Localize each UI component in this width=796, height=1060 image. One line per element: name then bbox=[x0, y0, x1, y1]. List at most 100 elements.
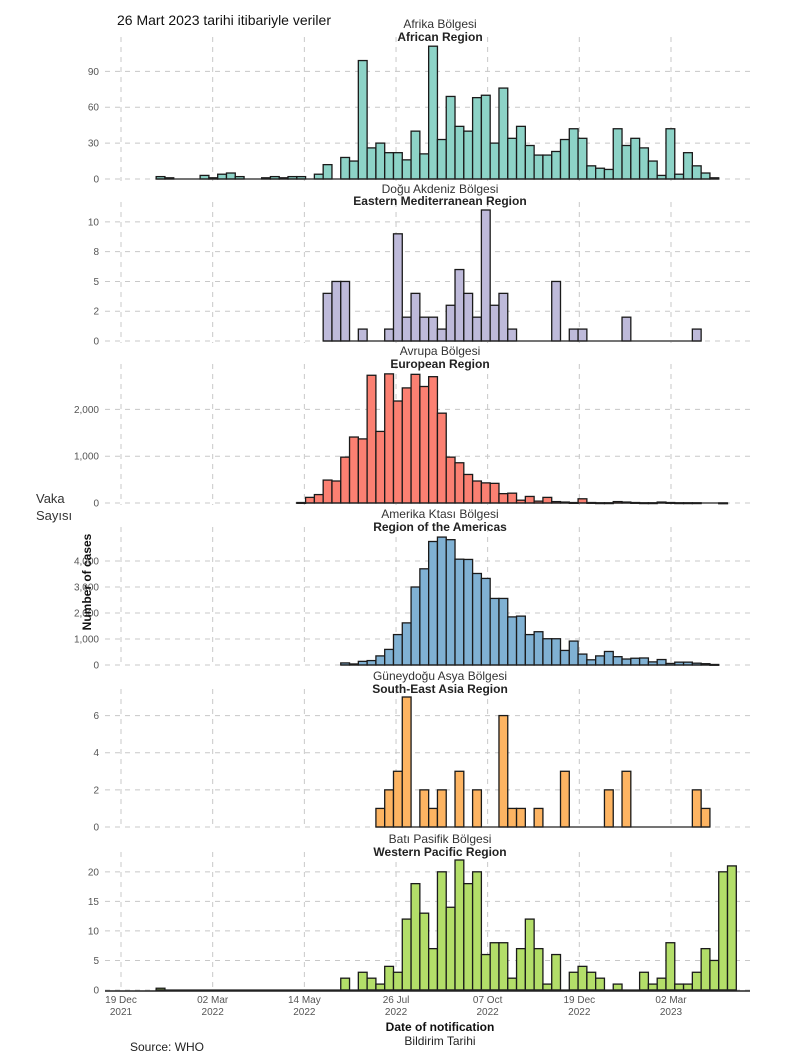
histogram-bar bbox=[551, 280, 562, 342]
histogram-bar bbox=[225, 172, 236, 180]
y-tick-label: 0 bbox=[93, 661, 99, 672]
histogram-bar bbox=[366, 659, 377, 666]
facet-title-turkish: Afrika Bölgesi bbox=[403, 17, 476, 31]
histogram-bar bbox=[454, 859, 465, 991]
y-tick-label: 2,000 bbox=[74, 405, 99, 416]
y-tick-label: 90 bbox=[88, 67, 100, 78]
x-tick-label-year: 2022 bbox=[568, 1007, 591, 1018]
histogram-bar bbox=[542, 983, 553, 991]
histogram-bar bbox=[322, 163, 333, 180]
histogram-bar bbox=[577, 137, 588, 180]
histogram-bar bbox=[366, 147, 377, 180]
histogram-bar bbox=[304, 496, 316, 504]
histogram-bar bbox=[489, 942, 500, 991]
histogram-bar bbox=[401, 159, 412, 180]
histogram-bar bbox=[410, 373, 421, 504]
histogram-bar bbox=[348, 160, 359, 180]
histogram-bar bbox=[401, 696, 412, 828]
histogram-bar bbox=[498, 597, 509, 666]
histogram-bar bbox=[392, 400, 403, 504]
y-tick-label: 4,000 bbox=[74, 557, 99, 568]
histogram-bar bbox=[507, 807, 518, 828]
y-tick-label: 4 bbox=[93, 748, 99, 759]
histogram-bar bbox=[568, 640, 579, 666]
facet-title-turkish: Amerika Ktası Bölgesi bbox=[381, 507, 498, 521]
histogram-bar bbox=[445, 539, 456, 666]
x-tick-label: 19 Dec bbox=[105, 995, 137, 1006]
histogram-bar bbox=[463, 473, 474, 504]
histogram-bar bbox=[392, 233, 403, 342]
histogram-bar bbox=[392, 152, 403, 180]
histogram-bar bbox=[384, 152, 395, 180]
histogram-bar bbox=[331, 480, 342, 504]
histogram-bar bbox=[533, 807, 544, 828]
histogram-bar bbox=[471, 316, 483, 342]
histogram-bar bbox=[436, 412, 447, 504]
x-tick-label: 07 Oct bbox=[473, 995, 503, 1006]
histogram-bar bbox=[542, 638, 553, 666]
y-tick-label: 8 bbox=[93, 247, 99, 258]
y-tick-label: 10 bbox=[88, 926, 100, 937]
histogram-bar bbox=[445, 906, 456, 991]
histogram-bar bbox=[419, 912, 430, 991]
histogram-bar bbox=[603, 168, 614, 180]
histogram-bar bbox=[515, 615, 526, 666]
histogram-bar bbox=[375, 430, 386, 504]
histogram-bar bbox=[691, 789, 702, 828]
y-tick-label: 2 bbox=[93, 785, 99, 796]
histogram-bar bbox=[392, 633, 403, 666]
histogram-bar bbox=[436, 789, 447, 828]
histogram-bar bbox=[621, 144, 632, 180]
facet-title-english: South-East Asia Region bbox=[372, 682, 508, 696]
histogram-bar bbox=[586, 659, 597, 666]
histogram-bar bbox=[419, 385, 430, 504]
x-axis-title: Date of notification bbox=[386, 1020, 495, 1034]
histogram-bar bbox=[410, 130, 421, 180]
y-tick-label: 2,000 bbox=[74, 609, 99, 620]
histogram-bar bbox=[436, 536, 447, 666]
histogram-bar bbox=[630, 137, 641, 180]
histogram-bar bbox=[322, 479, 333, 504]
histogram-bar bbox=[524, 633, 535, 666]
histogram-bar bbox=[471, 789, 483, 828]
histogram-bar bbox=[427, 807, 439, 828]
facet-title-english: Eastern Mediterranean Region bbox=[353, 194, 526, 208]
histogram-bar bbox=[551, 953, 562, 991]
facet-title-turkish: Doğu Akdeniz Bölgesi bbox=[382, 182, 499, 196]
y-tick-label: 5 bbox=[93, 956, 99, 967]
y-axis-label-turkish: Vaka Sayısı bbox=[36, 490, 72, 524]
histogram-bar bbox=[674, 983, 685, 991]
histogram-bar bbox=[366, 374, 377, 504]
y-tick-label: 30 bbox=[88, 139, 100, 150]
histogram-bar bbox=[498, 714, 509, 828]
histogram-bar bbox=[489, 597, 500, 666]
histogram-bar bbox=[401, 387, 412, 504]
histogram-bar bbox=[612, 983, 623, 991]
histogram-bar bbox=[507, 616, 518, 666]
histogram-bar bbox=[489, 304, 500, 342]
histogram-bar bbox=[577, 965, 588, 991]
histogram-bar bbox=[384, 373, 395, 504]
y-tick-label: 60 bbox=[88, 103, 100, 114]
histogram-bar bbox=[551, 150, 562, 180]
histogram-bar bbox=[682, 983, 693, 991]
histogram-bar bbox=[674, 173, 685, 180]
histogram-bar bbox=[471, 572, 483, 666]
y-tick-label: 0 bbox=[93, 986, 99, 997]
histogram-bar bbox=[630, 657, 641, 666]
histogram-bar bbox=[340, 280, 351, 342]
histogram-bar bbox=[621, 316, 632, 342]
histogram-bar bbox=[559, 770, 570, 828]
histogram-bar bbox=[498, 942, 509, 991]
histogram-bar bbox=[384, 328, 395, 342]
facet-title-turkish: Güneydoğu Asya Bölgesi bbox=[373, 669, 507, 683]
side-label-line-1: Vaka bbox=[36, 491, 65, 506]
x-tick-label-year: 2022 bbox=[385, 1007, 408, 1018]
x-tick-label: 26 Jul bbox=[383, 995, 410, 1006]
histogram-bar bbox=[384, 648, 395, 666]
